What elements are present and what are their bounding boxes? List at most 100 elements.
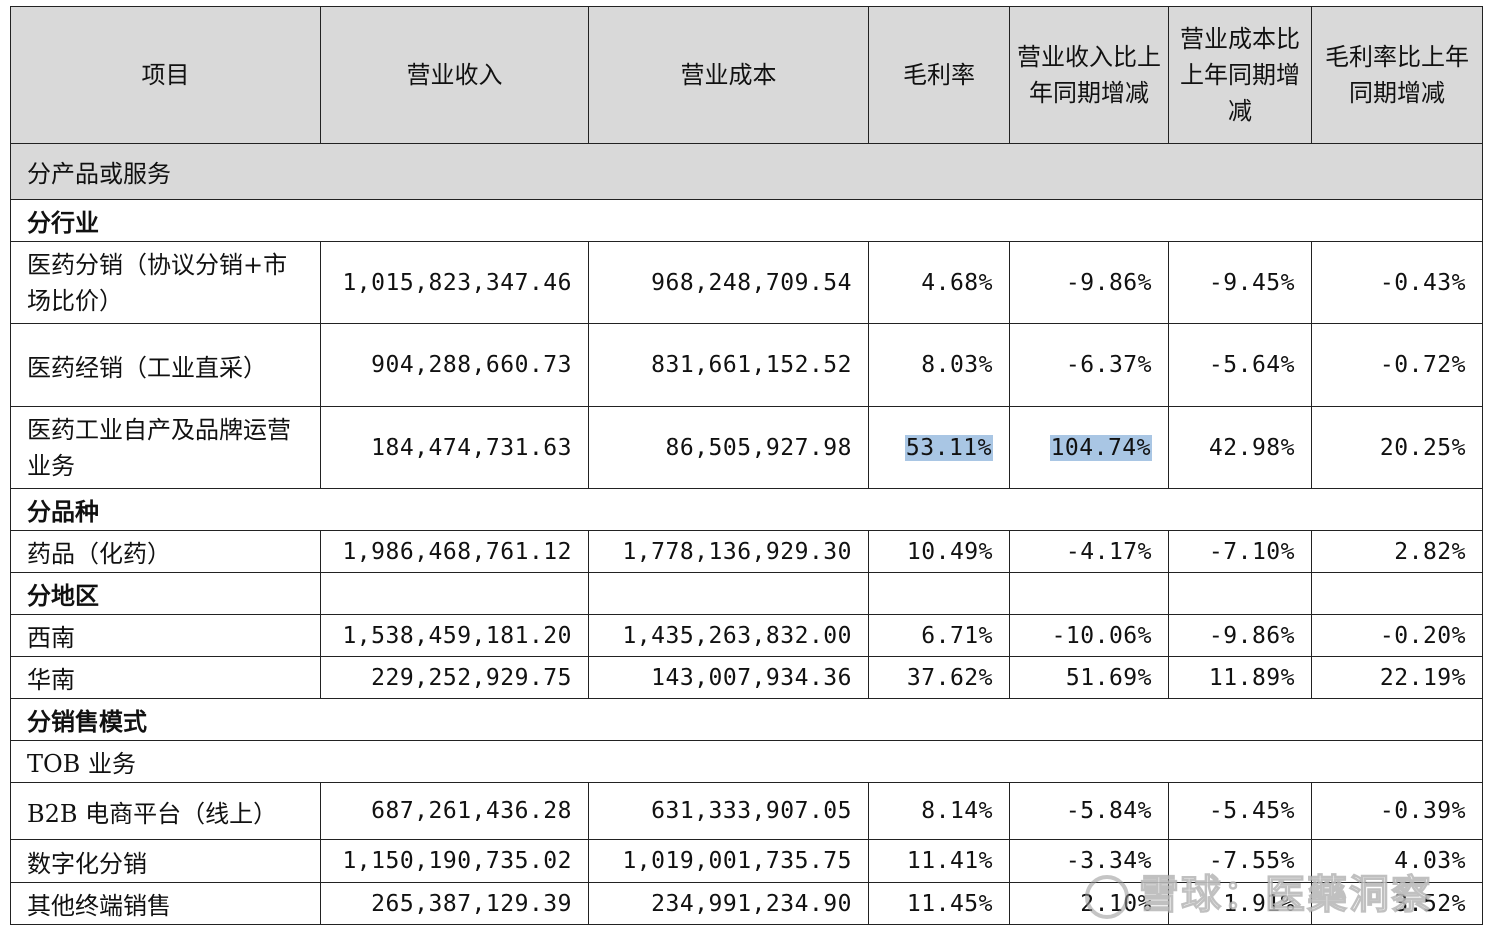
header-margin-yoy: 毛利率比上年同期增减 xyxy=(1311,6,1483,144)
cost-yoy-cell: 42.98% xyxy=(1168,406,1312,489)
row-label: 医药分销（协议分销+市场比价） xyxy=(10,241,321,324)
row-label: 华南 xyxy=(10,656,321,699)
cost-yoy-cell: -7.10% xyxy=(1168,530,1312,573)
row-label: 医药工业自产及品牌运营业务 xyxy=(10,406,321,489)
cost-cell: 1,435,263,832.00 xyxy=(588,614,869,657)
row-label: 数字化分销 xyxy=(10,839,321,883)
group-title-row: 分产品或服务 xyxy=(10,143,1483,200)
margin-yoy-cell: -0.39% xyxy=(1311,782,1483,840)
table-row: 医药工业自产及品牌运营业务 184,474,731.63 86,505,927.… xyxy=(10,406,1483,489)
row-label: 药品（化药） xyxy=(10,530,321,573)
cost-yoy-cell: 11.89% xyxy=(1168,656,1312,699)
empty-cell xyxy=(1168,572,1312,615)
header-gross-margin: 毛利率 xyxy=(868,6,1010,144)
revenue-cell: 1,986,468,761.12 xyxy=(320,530,589,573)
header-item: 项目 xyxy=(10,6,321,144)
revenue-yoy-cell: 51.69% xyxy=(1009,656,1169,699)
margin-yoy-cell: 4.03% xyxy=(1311,839,1483,883)
empty-cell xyxy=(320,572,589,615)
cost-yoy-cell: -7.55% xyxy=(1168,839,1312,883)
cost-yoy-cell: -5.64% xyxy=(1168,323,1312,407)
row-label: B2B 电商平台（线上） xyxy=(10,782,321,840)
revenue-cell: 229,252,929.75 xyxy=(320,656,589,699)
header-cost-yoy: 营业成本比上年同期增减 xyxy=(1168,6,1312,144)
revenue-cell: 687,261,436.28 xyxy=(320,782,589,840)
margin-cell: 4.68% xyxy=(868,241,1010,324)
cost-cell: 631,333,907.05 xyxy=(588,782,869,840)
revenue-yoy-cell: -10.06% xyxy=(1009,614,1169,657)
margin-cell: 11.45% xyxy=(868,882,1010,925)
revenue-yoy-cell: -5.84% xyxy=(1009,782,1169,840)
revenue-cell: 1,015,823,347.46 xyxy=(320,241,589,324)
table-row: 其他终端销售 265,387,129.39 234,991,234.90 11.… xyxy=(10,882,1483,925)
revenue-yoy-cell: -4.17% xyxy=(1009,530,1169,573)
cost-cell: 234,991,234.90 xyxy=(588,882,869,925)
section-row: 分行业 xyxy=(10,199,1483,242)
section-row: 分品种 xyxy=(10,488,1483,531)
margin-yoy-cell: 22.19% xyxy=(1311,656,1483,699)
margin-yoy-cell: 2.82% xyxy=(1311,530,1483,573)
table-row: 华南 229,252,929.75 143,007,934.36 37.62% … xyxy=(10,656,1483,699)
margin-cell: 53.11% xyxy=(868,406,1010,489)
margin-cell: 10.49% xyxy=(868,530,1010,573)
margin-cell: 11.41% xyxy=(868,839,1010,883)
table-row: 医药经销（工业直采） 904,288,660.73 831,661,152.52… xyxy=(10,323,1483,407)
margin-yoy-cell: 20.25% xyxy=(1311,406,1483,489)
subsection-row: TOB 业务 xyxy=(10,740,1483,783)
revenue-yoy-cell: -3.34% xyxy=(1009,839,1169,883)
highlighted-value: 104.74% xyxy=(1049,434,1152,461)
revenue-cell: 265,387,129.39 xyxy=(320,882,589,925)
margin-cell: 8.03% xyxy=(868,323,1010,407)
row-label: 西南 xyxy=(10,614,321,657)
revenue-cell: 1,538,459,181.20 xyxy=(320,614,589,657)
margin-cell: 8.14% xyxy=(868,782,1010,840)
empty-cell xyxy=(1009,572,1169,615)
cost-yoy-cell: 1.91% xyxy=(1168,882,1312,925)
table-row: 药品（化药） 1,986,468,761.12 1,778,136,929.30… xyxy=(10,530,1483,573)
margin-cell: 37.62% xyxy=(868,656,1010,699)
cost-cell: 968,248,709.54 xyxy=(588,241,869,324)
revenue-yoy-cell: -9.86% xyxy=(1009,241,1169,324)
revenue-cell: 184,474,731.63 xyxy=(320,406,589,489)
revenue-yoy-cell: 104.74% xyxy=(1009,406,1169,489)
empty-cell xyxy=(868,572,1010,615)
row-label: 其他终端销售 xyxy=(10,882,321,925)
cost-cell: 143,007,934.36 xyxy=(588,656,869,699)
revenue-cell: 904,288,660.73 xyxy=(320,323,589,407)
tob-label: TOB 业务 xyxy=(10,740,1483,783)
cost-yoy-cell: -9.86% xyxy=(1168,614,1312,657)
section-row: 分地区 xyxy=(10,572,1483,615)
section-region: 分地区 xyxy=(10,572,321,615)
margin-yoy-cell: -0.72% xyxy=(1311,323,1483,407)
financial-table-container: 项目 营业收入 营业成本 毛利率 营业收入比上年同期增减 营业成本比上年同期增减… xyxy=(10,6,1483,925)
header-revenue-yoy: 营业收入比上年同期增减 xyxy=(1009,6,1169,144)
empty-cell xyxy=(1311,572,1483,615)
cost-cell: 1,778,136,929.30 xyxy=(588,530,869,573)
header-revenue: 营业收入 xyxy=(320,6,589,144)
margin-yoy-cell: 3.52% xyxy=(1311,882,1483,925)
revenue-yoy-cell: 2.10% xyxy=(1009,882,1169,925)
section-product: 分品种 xyxy=(10,488,1483,531)
row-label: 医药经销（工业直采） xyxy=(10,323,321,407)
revenue-yoy-cell: -6.37% xyxy=(1009,323,1169,407)
margin-yoy-cell: -0.20% xyxy=(1311,614,1483,657)
margin-cell: 6.71% xyxy=(868,614,1010,657)
group-title: 分产品或服务 xyxy=(10,143,1483,200)
cost-cell: 1,019,001,735.75 xyxy=(588,839,869,883)
header-cost: 营业成本 xyxy=(588,6,869,144)
table-row: 数字化分销 1,150,190,735.02 1,019,001,735.75 … xyxy=(10,839,1483,883)
margin-yoy-cell: -0.43% xyxy=(1311,241,1483,324)
cost-cell: 831,661,152.52 xyxy=(588,323,869,407)
section-industry: 分行业 xyxy=(10,199,1483,242)
table-row: 医药分销（协议分销+市场比价） 1,015,823,347.46 968,248… xyxy=(10,241,1483,324)
cost-yoy-cell: -9.45% xyxy=(1168,241,1312,324)
header-row: 项目 营业收入 营业成本 毛利率 营业收入比上年同期增减 营业成本比上年同期增减… xyxy=(10,6,1483,144)
cost-yoy-cell: -5.45% xyxy=(1168,782,1312,840)
table-row: 西南 1,538,459,181.20 1,435,263,832.00 6.7… xyxy=(10,614,1483,657)
highlighted-value: 53.11% xyxy=(904,434,993,461)
section-row: 分销售模式 xyxy=(10,698,1483,741)
revenue-cell: 1,150,190,735.02 xyxy=(320,839,589,883)
revenue-breakdown-table: 项目 营业收入 营业成本 毛利率 营业收入比上年同期增减 营业成本比上年同期增减… xyxy=(10,6,1483,925)
section-sales-mode: 分销售模式 xyxy=(10,698,1483,741)
empty-cell xyxy=(588,572,869,615)
